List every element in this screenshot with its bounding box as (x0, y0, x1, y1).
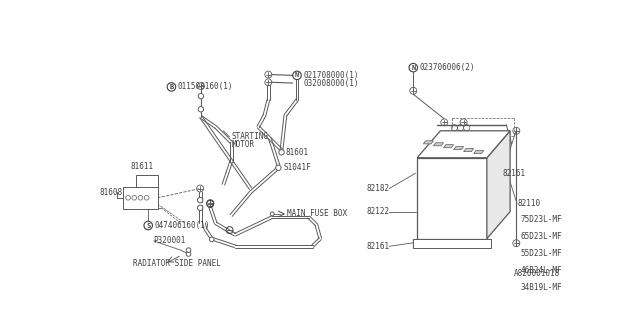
Text: 82110: 82110 (518, 199, 541, 208)
Text: STARTING: STARTING (231, 132, 268, 141)
Polygon shape (444, 145, 454, 148)
Circle shape (270, 212, 274, 216)
Text: 55D23L-MF: 55D23L-MF (520, 249, 562, 258)
FancyBboxPatch shape (123, 187, 157, 209)
Text: MAIN FUSE BOX: MAIN FUSE BOX (287, 210, 347, 219)
Text: 82161: 82161 (502, 169, 525, 178)
Bar (417, 158, 487, 239)
Text: 82182: 82182 (366, 184, 389, 193)
FancyBboxPatch shape (136, 175, 157, 190)
Circle shape (186, 248, 191, 252)
Text: 81601: 81601 (285, 148, 308, 157)
Text: 023706006(2): 023706006(2) (419, 63, 475, 72)
Circle shape (198, 93, 204, 99)
Polygon shape (474, 150, 484, 154)
Text: 46B24L-MF: 46B24L-MF (520, 266, 562, 275)
Text: 021708000(1): 021708000(1) (303, 71, 358, 80)
Text: N: N (295, 72, 299, 78)
Polygon shape (454, 147, 463, 150)
Polygon shape (487, 131, 510, 239)
Text: 75D23L-MF: 75D23L-MF (520, 215, 562, 224)
Text: S: S (146, 222, 150, 228)
Text: N: N (411, 65, 415, 71)
Text: B: B (170, 84, 173, 90)
Text: 011508160(1): 011508160(1) (178, 83, 233, 92)
Polygon shape (463, 148, 474, 152)
Text: A820001018: A820001018 (515, 269, 561, 278)
Text: P320001: P320001 (154, 236, 186, 245)
Text: 34B19L-MF: 34B19L-MF (520, 283, 562, 292)
Text: 81608: 81608 (99, 188, 122, 197)
Text: S1041F: S1041F (283, 163, 311, 172)
Text: 047406160(1): 047406160(1) (154, 221, 210, 230)
Polygon shape (423, 141, 433, 144)
Text: RADIATOR SIDE PANEL: RADIATOR SIDE PANEL (132, 259, 221, 268)
Bar (413, 239, 491, 248)
Polygon shape (417, 131, 510, 158)
Circle shape (186, 252, 191, 256)
Circle shape (279, 150, 284, 155)
Text: 032008000(1): 032008000(1) (303, 78, 358, 88)
Text: 82161: 82161 (366, 242, 389, 251)
Circle shape (276, 165, 281, 171)
Circle shape (198, 107, 204, 112)
Polygon shape (433, 143, 444, 146)
Circle shape (197, 197, 203, 203)
Text: 81611: 81611 (131, 163, 154, 172)
Text: MOTOR: MOTOR (231, 140, 254, 149)
Text: 82122: 82122 (366, 207, 389, 216)
Circle shape (209, 237, 214, 242)
Text: 65D23L-MF: 65D23L-MF (520, 232, 562, 241)
Circle shape (197, 205, 203, 211)
